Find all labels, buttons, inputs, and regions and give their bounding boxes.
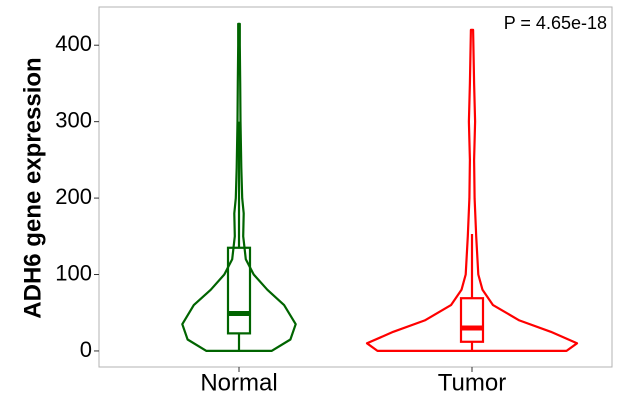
y-tick-label: 0 — [80, 337, 92, 362]
x-tick-label: Tumor — [438, 369, 506, 396]
box — [226, 246, 252, 335]
annotation: P = 4.65e-18 — [504, 13, 607, 33]
y-axis-label: ADH6 gene expression — [19, 57, 46, 318]
y-tick-label: 200 — [55, 184, 92, 209]
plot-panel — [98, 6, 613, 368]
y-tick-label: 400 — [55, 31, 92, 56]
violin — [365, 28, 579, 352]
box — [459, 297, 485, 343]
x-tick-label: Normal — [200, 369, 277, 396]
y-tick-label: 100 — [55, 260, 92, 285]
y-tick-label: 300 — [55, 107, 92, 132]
violin — [181, 22, 297, 352]
